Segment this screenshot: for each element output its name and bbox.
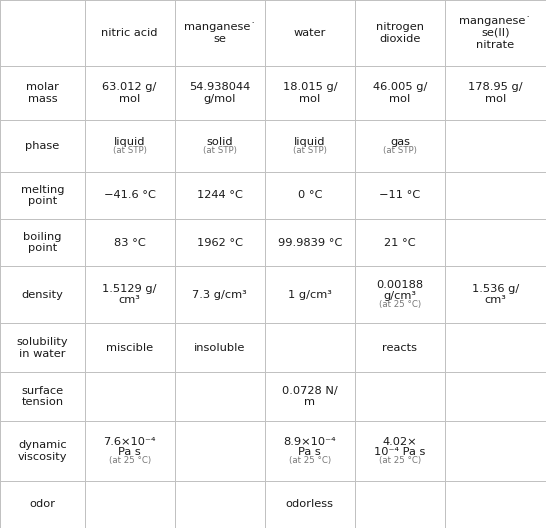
Text: liquid: liquid	[294, 137, 325, 147]
Text: 8.9×10⁻⁴: 8.9×10⁻⁴	[283, 437, 336, 447]
Text: miscible: miscible	[106, 343, 153, 353]
Text: 7.3 g/cm³: 7.3 g/cm³	[192, 290, 247, 300]
Text: manganese˙
se: manganese˙ se	[184, 22, 256, 44]
Text: 1 g/cm³: 1 g/cm³	[288, 290, 332, 300]
Text: (at 25 °C): (at 25 °C)	[109, 456, 151, 465]
Text: 1.5129 g/
cm³: 1.5129 g/ cm³	[103, 284, 157, 306]
Text: odor: odor	[29, 499, 55, 510]
Text: (at 25 °C): (at 25 °C)	[289, 456, 331, 465]
Text: (at 25 °C): (at 25 °C)	[379, 300, 421, 309]
Text: solubility
in water: solubility in water	[16, 337, 68, 359]
Text: 1962 °C: 1962 °C	[197, 238, 243, 248]
Text: water: water	[294, 28, 326, 38]
Text: 1.536 g/
cm³: 1.536 g/ cm³	[472, 284, 519, 306]
Text: (at STP): (at STP)	[293, 146, 327, 155]
Text: 0.0728 N/
m: 0.0728 N/ m	[282, 385, 338, 407]
Text: insoluble: insoluble	[194, 343, 246, 353]
Text: phase: phase	[25, 141, 60, 151]
Text: nitrogen
dioxide: nitrogen dioxide	[376, 22, 424, 44]
Text: 18.015 g/
mol: 18.015 g/ mol	[282, 82, 337, 104]
Text: liquid: liquid	[114, 137, 145, 147]
Text: 178.95 g/
mol: 178.95 g/ mol	[468, 82, 523, 104]
Text: 46.005 g/
mol: 46.005 g/ mol	[373, 82, 427, 104]
Text: 21 °C: 21 °C	[384, 238, 416, 248]
Text: boiling
point: boiling point	[23, 232, 62, 253]
Text: molar
mass: molar mass	[26, 82, 59, 104]
Text: odorless: odorless	[286, 499, 334, 510]
Text: Pa s: Pa s	[299, 447, 321, 457]
Text: solid: solid	[206, 137, 233, 147]
Text: −41.6 °C: −41.6 °C	[104, 191, 156, 201]
Text: (at STP): (at STP)	[203, 146, 237, 155]
Text: gas: gas	[390, 137, 410, 147]
Text: (at STP): (at STP)	[112, 146, 147, 155]
Text: 54.938044
g/mol: 54.938044 g/mol	[189, 82, 251, 104]
Text: Pa s: Pa s	[118, 447, 141, 457]
Text: density: density	[21, 290, 63, 300]
Text: surface
tension: surface tension	[21, 385, 63, 407]
Text: melting
point: melting point	[21, 185, 64, 206]
Text: 1244 °C: 1244 °C	[197, 191, 243, 201]
Text: 63.012 g/
mol: 63.012 g/ mol	[103, 82, 157, 104]
Text: 10⁻⁴ Pa s: 10⁻⁴ Pa s	[374, 447, 426, 457]
Text: 4.02×: 4.02×	[383, 437, 417, 447]
Text: reacts: reacts	[382, 343, 418, 353]
Text: dynamic
viscosity: dynamic viscosity	[17, 440, 67, 461]
Text: (at 25 °C): (at 25 °C)	[379, 456, 421, 465]
Text: 0 °C: 0 °C	[298, 191, 322, 201]
Text: −11 °C: −11 °C	[379, 191, 420, 201]
Text: 83 °C: 83 °C	[114, 238, 146, 248]
Text: g/cm³: g/cm³	[383, 291, 417, 301]
Text: 99.9839 °C: 99.9839 °C	[278, 238, 342, 248]
Text: 7.6×10⁻⁴: 7.6×10⁻⁴	[103, 437, 156, 447]
Text: 0.00188: 0.00188	[376, 280, 424, 290]
Text: manganese˙
se(II)
nitrate: manganese˙ se(II) nitrate	[460, 16, 531, 50]
Text: (at STP): (at STP)	[383, 146, 417, 155]
Text: nitric acid: nitric acid	[102, 28, 158, 38]
